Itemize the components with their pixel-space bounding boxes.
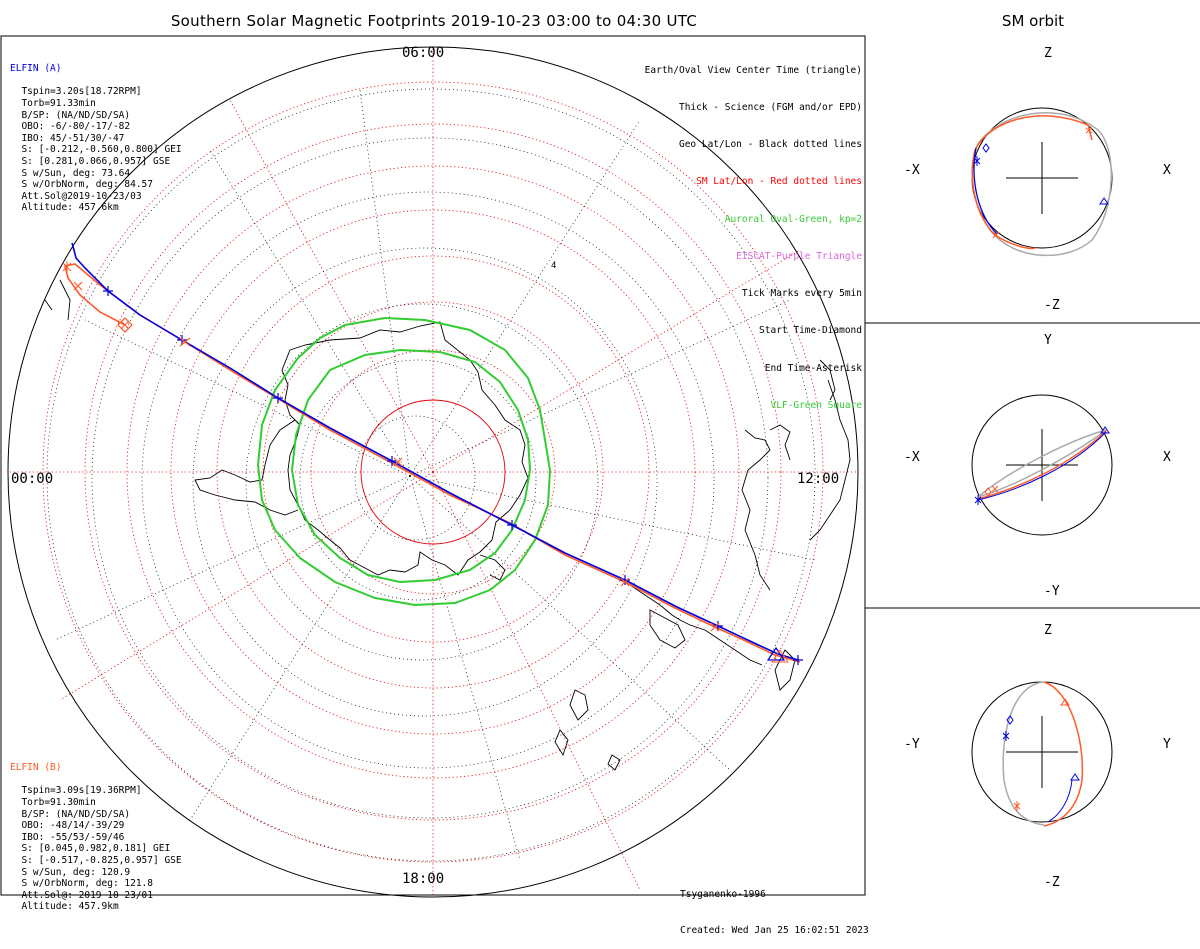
elfin-b-end-asterisk <box>62 261 72 273</box>
orbit-1-left-label: -X <box>904 163 920 178</box>
mlt-label-right: 12:00 <box>797 471 839 487</box>
mlt-label-left: 00:00 <box>11 471 53 487</box>
geo-lat-circles <box>46 88 816 862</box>
elfin-b-line: Altitude: 457.9km <box>21 901 119 913</box>
elfin-a-line: S: [0.281,0.066,0.957] GSE <box>21 155 171 167</box>
orbit-1-right-label: X <box>1163 163 1171 178</box>
orbit-2-left-label: -X <box>904 450 920 465</box>
coastlines <box>44 279 851 771</box>
orbit-panel-title: SM orbit <box>1001 12 1065 30</box>
legend-item: VLF-Green Square <box>770 399 862 411</box>
orbit-1-top-label: Z <box>1044 46 1052 61</box>
sm-meridians <box>8 47 858 897</box>
elfin-b-line: Torb=91.30min <box>21 796 96 808</box>
plot-title: Southern Solar Magnetic Footprints 2019-… <box>170 12 698 30</box>
elfin-b-line: Tspin=3.09s[19.36RPM] <box>21 785 142 797</box>
legend-item: Start Time-Diamond <box>759 325 862 337</box>
elfin-b-view-triangle <box>771 649 789 663</box>
legend-item: EISCAT-Purple Triangle <box>736 250 862 262</box>
polar-map: 4 06:00 00:00 12:00 18:00 <box>7 45 859 898</box>
orbit-panel-xz: -X X Z -Z <box>904 46 1171 313</box>
elfin-a-line: Tspin=3.20s[18.72RPM] <box>21 86 142 98</box>
map-boundary <box>7 46 859 898</box>
orbit-panel-yz: -Y Y Z -Z <box>904 623 1171 890</box>
orbit-3-top-label: Z <box>1044 623 1052 638</box>
legend-item: Thick - Science (FGM and/or EPD) <box>678 102 862 114</box>
orbit-2-top-label: Y <box>1044 333 1052 348</box>
elfin-a-line: B/SP: (NA/ND/SD/SA) <box>21 109 131 121</box>
legend-item: Earth/Oval View Center Time (triangle) <box>644 64 862 76</box>
elfin-a-line: Altitude: 457.6km <box>21 202 119 214</box>
elfin-b-line: S: [-0.517,-0.825,0.957] GSE <box>21 854 182 866</box>
credits: Tsyganenko-1996 Created: Wed Jan 25 16:0… <box>680 865 869 949</box>
marker-label: 4 <box>551 261 556 271</box>
elfin-a-line: Att.Sol@2019-10-23/03 <box>21 190 142 202</box>
orbit-2-right-label: X <box>1163 450 1171 465</box>
model-name: Tsyganenko-1996 <box>680 889 766 900</box>
elfin-b-line: B/SP: (NA/ND/SD/SA) <box>21 808 131 820</box>
auroral-ovals <box>256 316 552 607</box>
legend-item: Tick Marks every 5min <box>741 288 862 300</box>
orbit-3-bottom-label: -Z <box>1044 875 1060 890</box>
elfin-a-name: ELFIN (A) <box>10 63 62 75</box>
elfin-b-line: Att.Sol@: 2019-10-23/01 <box>21 889 154 901</box>
orbit-3-left-label: -Y <box>904 737 920 752</box>
orbit-3-right-label: Y <box>1163 737 1171 752</box>
legend-item: SM Lat/Lon - Red dotted lines <box>696 176 862 188</box>
auroral-oval-outer <box>256 316 552 607</box>
elfin-b-line: S w/Sun, deg: 120.9 <box>21 866 131 878</box>
elfin-b-line: S: [0.045,0.982,0.181] GEI <box>21 843 171 855</box>
mlt-label-bottom: 18:00 <box>402 871 444 887</box>
orbit-1-bottom-label: -Z <box>1044 298 1060 313</box>
legend: Earth/Oval View Center Time (triangle) T… <box>645 40 862 425</box>
elfin-b-line: IBO: -55/53/-59/46 <box>21 831 125 843</box>
elfin-a-line: S w/Sun, deg: 73.64 <box>21 167 131 179</box>
footprint-plot: 4 06:00 00:00 12:00 18:00 -X X Z -Z -X X… <box>0 35 1200 898</box>
legend-item: Auroral Oval-Green, kp=2 <box>724 213 862 225</box>
orbit-2-bottom-label: -Y <box>1044 584 1060 599</box>
elfin-b-name: ELFIN (B) <box>10 762 62 774</box>
mlt-label-top: 06:00 <box>402 45 444 61</box>
elfin-b-info: ELFIN (B) Tspin=3.09s[19.36RPM] Torb=91.… <box>10 739 182 913</box>
elfin-b-start-diamond-x <box>120 320 130 330</box>
elfin-a-line: OBO: -6/-80/-17/-82 <box>21 121 131 133</box>
elfin-a-line: S: [-0.212,-0.560,0.800] GEI <box>21 144 182 156</box>
elfin-a-line: IBO: 45/-51/30/-47 <box>21 132 125 144</box>
elfin-a-info: ELFIN (A) Tspin=3.20s[18.72RPM] Torb=91.… <box>10 40 182 214</box>
elfin-b-line: S w/OrbNorm, deg: 121.8 <box>21 878 154 890</box>
orbit-panel-xy: -X X Y -Y <box>904 333 1171 599</box>
elfin-b-start-diamond <box>117 317 133 333</box>
elfin-a-line: S w/OrbNorm, deg: 84.57 <box>21 179 154 191</box>
geo-meridians <box>54 89 816 861</box>
auroral-oval-inner <box>290 348 532 584</box>
elfin-b-ticks <box>73 281 720 632</box>
elfin-a-line: Torb=91.33min <box>21 97 96 109</box>
legend-item: End Time-Asterisk <box>764 362 862 374</box>
legend-item: Geo Lat/Lon - Black dotted lines <box>678 139 862 151</box>
elfin-b-line: OBO: -48/14/-39/29 <box>21 820 125 832</box>
created-date: Created: Wed Jan 25 16:02:51 2023 <box>680 925 869 936</box>
elfin-a-view-triangle <box>766 646 786 661</box>
